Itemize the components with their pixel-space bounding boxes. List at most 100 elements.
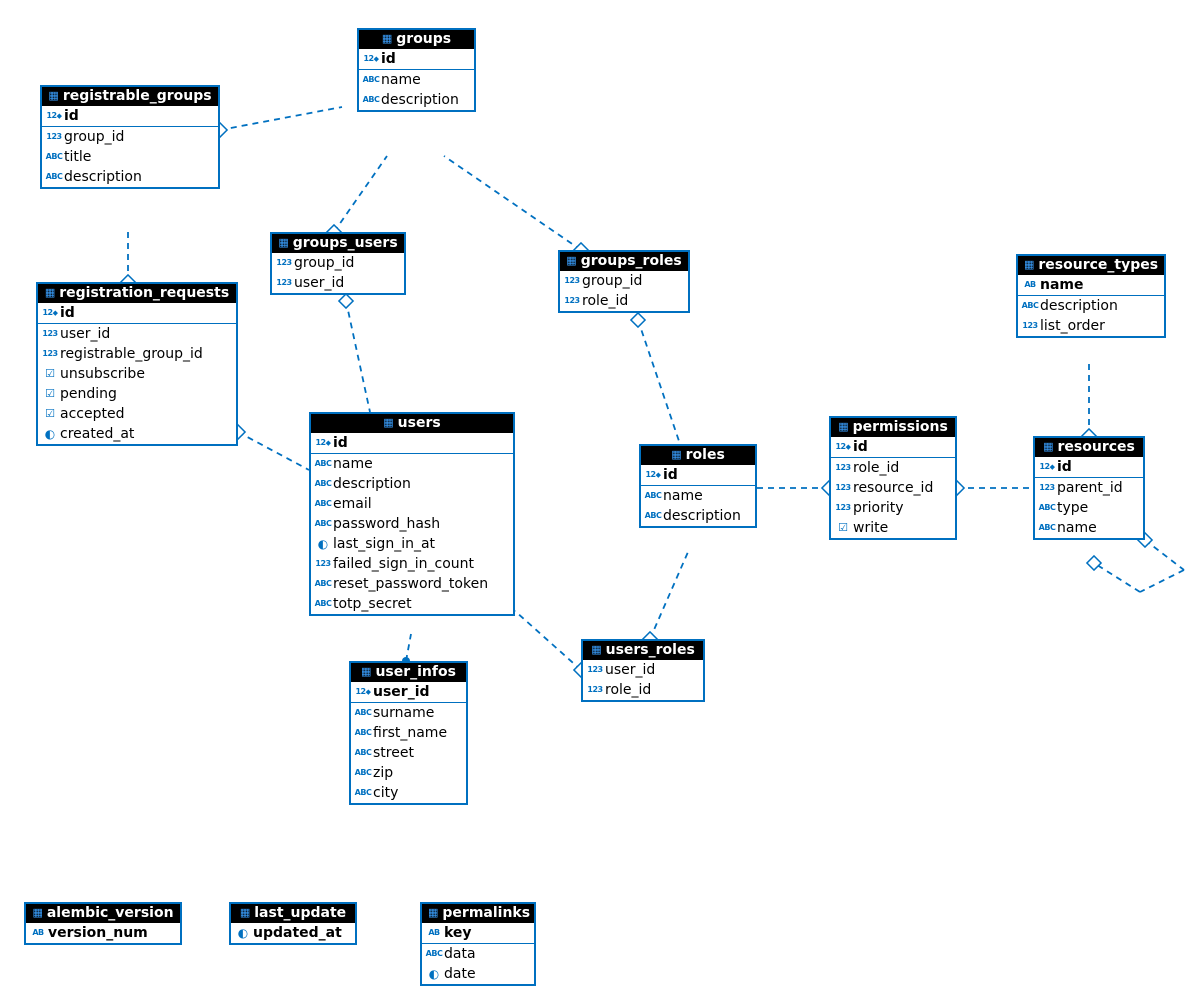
column-name: ABCname — [1035, 518, 1143, 538]
column-label: id — [1057, 457, 1072, 477]
table-groups_users[interactable]: ▦ groups_users 123group_id123user_id — [270, 232, 406, 295]
column-label: city — [373, 783, 398, 803]
table-icon: ▦ — [1024, 258, 1034, 271]
column-password_hash: ABCpassword_hash — [311, 514, 513, 534]
column-label: group_id — [582, 271, 642, 291]
table-header: ▦ permissions — [831, 418, 955, 437]
column-description: ABCdescription — [311, 474, 513, 494]
column-label: resource_id — [853, 478, 933, 498]
column-accepted: ☑accepted — [38, 404, 236, 424]
column-priority: 123priority — [831, 498, 955, 518]
table-resource_types[interactable]: ▦resource_typesABnameABCdescription123li… — [1016, 254, 1166, 338]
table-icon: ▦ — [838, 420, 848, 433]
column-label: parent_id — [1057, 478, 1123, 498]
column-id: 12◆id — [38, 303, 236, 323]
table-name: registrable_groups — [63, 88, 212, 104]
column-id: 12◆id — [641, 465, 755, 485]
table-alembic_version[interactable]: ▦alembic_versionABversion_num — [24, 902, 182, 945]
column-role_id: 123role_id — [831, 458, 955, 478]
column-write: ☑write — [831, 518, 955, 538]
column-label: surname — [373, 703, 434, 723]
column-label: user_id — [294, 273, 344, 293]
column-label: list_order — [1040, 316, 1105, 336]
table-registrable_groups[interactable]: ▦registrable_groups12◆id123group_idABCti… — [40, 85, 220, 189]
column-group_id: 123group_id — [42, 127, 218, 147]
table-icon: ▦ — [32, 906, 42, 919]
table-users_roles[interactable]: ▦users_roles123user_id123role_id — [581, 639, 705, 702]
table-permissions[interactable]: ▦permissions12◆id123role_id123resource_i… — [829, 416, 957, 540]
column-label: id — [64, 106, 79, 126]
table-header: ▦ resource_types — [1018, 256, 1164, 275]
table-users[interactable]: ▦users12◆idABCnameABCdescriptionABCemail… — [309, 412, 515, 616]
column-failed_sign_in_count: 123failed_sign_in_count — [311, 554, 513, 574]
column-label: reset_password_token — [333, 574, 488, 594]
table-header: ▦user_infos — [351, 663, 466, 682]
table-groups[interactable]: ▦groups12◆idABCnameABCdescription — [357, 28, 476, 112]
table-name: permissions — [853, 419, 948, 435]
column-name: ABCname — [359, 70, 474, 90]
column-name: ABCname — [311, 454, 513, 474]
table-name: last_update — [254, 905, 346, 921]
column-surname: ABCsurname — [351, 703, 466, 723]
column-parent_id: 123parent_id — [1035, 478, 1143, 498]
column-updated_at: ◐updated_at — [231, 923, 355, 943]
column-city: ABCcity — [351, 783, 466, 803]
column-id: 12◆id — [311, 433, 513, 453]
column-key: ABkey — [422, 923, 534, 943]
column-label: unsubscribe — [60, 364, 145, 384]
table-name: groups — [396, 31, 451, 47]
column-label: updated_at — [253, 923, 342, 943]
column-label: pending — [60, 384, 117, 404]
column-label: id — [381, 49, 396, 69]
table-registration_requests[interactable]: ▦registration_requests12◆id123user_id123… — [36, 282, 238, 446]
column-list_order: 123list_order — [1018, 316, 1164, 336]
column-label: last_sign_in_at — [333, 534, 435, 554]
column-label: user_id — [373, 682, 430, 702]
table-icon: ▦ — [278, 236, 288, 249]
column-label: password_hash — [333, 514, 440, 534]
table-groups_roles[interactable]: ▦groups_roles123group_id123role_id — [558, 250, 690, 313]
table-permalinks[interactable]: ▦permalinksABkeyABCdata◐date — [420, 902, 536, 986]
column-label: name — [1057, 518, 1097, 538]
table-name: resource_types — [1038, 257, 1158, 273]
column-name: ABname — [1018, 275, 1164, 295]
column-totp_secret: ABCtotp_secret — [311, 594, 513, 614]
column-registrable_group_id: 123registrable_group_id — [38, 344, 236, 364]
column-label: name — [381, 70, 421, 90]
table-header: ▦ groups_users — [272, 234, 404, 253]
column-label: name — [1040, 275, 1084, 295]
table-name: resources — [1058, 439, 1135, 455]
column-email: ABCemail — [311, 494, 513, 514]
table-name: groups_users — [293, 235, 398, 251]
column-version_num: ABversion_num — [26, 923, 180, 943]
column-label: street — [373, 743, 414, 763]
column-label: id — [663, 465, 678, 485]
column-label: group_id — [64, 127, 124, 147]
column-label: role_id — [853, 458, 899, 478]
column-group_id: 123group_id — [272, 253, 404, 273]
column-label: created_at — [60, 424, 134, 444]
table-resources[interactable]: ▦resources12◆id123parent_idABCtypeABCnam… — [1033, 436, 1145, 540]
column-label: description — [381, 90, 459, 110]
table-last_update[interactable]: ▦last_update◐updated_at — [229, 902, 357, 945]
column-id: 12◆id — [42, 106, 218, 126]
column-user_id: 12◆user_id — [351, 682, 466, 702]
column-label: priority — [853, 498, 904, 518]
table-name: roles — [686, 447, 725, 463]
column-label: name — [663, 486, 703, 506]
table-icon: ▦ — [48, 89, 58, 102]
column-group_id: 123group_id — [560, 271, 688, 291]
column-user_id: 123user_id — [272, 273, 404, 293]
table-icon: ▦ — [566, 254, 576, 267]
column-reset_password_token: ABCreset_password_token — [311, 574, 513, 594]
column-label: description — [663, 506, 741, 526]
table-header: ▦registration_requests — [38, 284, 236, 303]
column-label: totp_secret — [333, 594, 412, 614]
column-label: key — [444, 923, 472, 943]
column-user_id: 123user_id — [38, 324, 236, 344]
table-user_infos[interactable]: ▦user_infos12◆user_idABCsurnameABCfirst_… — [349, 661, 468, 805]
table-roles[interactable]: ▦roles12◆idABCnameABCdescription — [639, 444, 757, 528]
table-name: groups_roles — [581, 253, 682, 269]
column-label: accepted — [60, 404, 124, 424]
column-label: name — [333, 454, 373, 474]
